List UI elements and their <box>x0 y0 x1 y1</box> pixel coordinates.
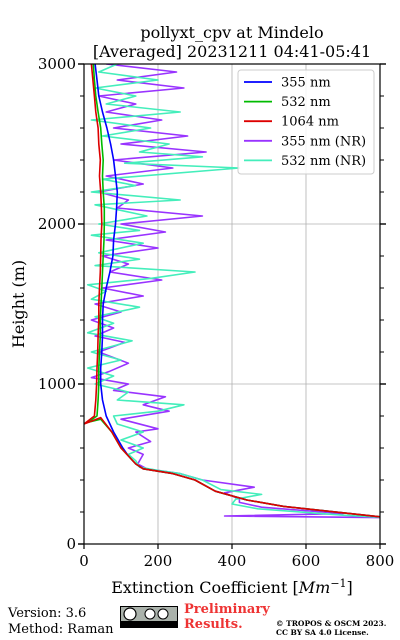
x-axis-label: Extinction Coefficient [Mm−1] <box>111 577 353 597</box>
x-tick-label: 200 <box>144 552 173 570</box>
chart-subtitle: [Averaged] 20231211 04:41-05:41 <box>93 42 371 61</box>
y-tick-label: 0 <box>66 535 76 553</box>
x-tick-label: 800 <box>366 552 395 570</box>
copyright-line2: CC BY SA 4.0 License. <box>276 628 369 637</box>
y-tick-label: 3000 <box>38 55 76 73</box>
y-tick-label: 1000 <box>38 375 76 393</box>
series-layer <box>84 64 380 519</box>
cc-icon <box>123 607 169 621</box>
legend: 355 nm 532 nm 1064 nm 355 nm (NR) 532 nm (NR… <box>237 69 375 175</box>
series-line-1064-nm <box>84 64 380 518</box>
version-text: Version: 3.6 <box>8 606 87 621</box>
x-tick-label: 600 <box>292 552 321 570</box>
y-axis-label: Height (m) <box>9 260 28 348</box>
x-axis-label-unit: Mm <box>298 578 331 597</box>
copyright-notice: © TROPOS & OSCM 2023. CC BY SA 4.0 Licen… <box>276 619 386 637</box>
copyright-line1: © TROPOS & OSCM 2023. <box>276 619 387 628</box>
x-tick-label: 0 <box>79 552 89 570</box>
x-axis-label-exp: −1 <box>330 577 346 590</box>
preliminary-line1: Preliminary <box>184 602 270 617</box>
chart-title: pollyxt_cpv at Mindelo <box>140 23 323 42</box>
y-tick-label: 2000 <box>38 215 76 233</box>
x-axis-label-main: Extinction Coefficient [ <box>111 578 299 597</box>
preliminary-line2: Results. <box>184 617 243 632</box>
cc-license-badge <box>120 606 178 628</box>
series-line-532-nm-nr- <box>86 64 380 519</box>
x-tick-label: 400 <box>218 552 247 570</box>
cc-badge-strip <box>121 621 177 627</box>
axis-ticks: 0 200 400 600 800 0 1000 2000 3000 <box>38 55 395 570</box>
x-axis-label-close: ] <box>347 578 353 597</box>
legend-label: 355 nm (NR) <box>281 134 366 149</box>
method-text: Method: Raman <box>8 622 114 637</box>
legend-box <box>237 69 375 175</box>
legend-label: 1064 nm <box>281 115 339 130</box>
legend-label: 532 nm (NR) <box>281 154 366 169</box>
legend-label: 532 nm <box>281 95 331 110</box>
preliminary-notice: Preliminary Results. <box>184 602 270 632</box>
legend-label: 355 nm <box>281 76 331 91</box>
